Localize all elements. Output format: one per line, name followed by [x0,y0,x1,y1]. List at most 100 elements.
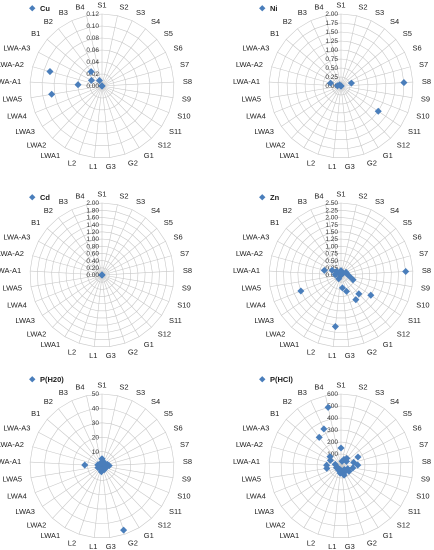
category-label: LWA-A1 [233,266,260,275]
grid-spoke [291,85,342,139]
grid-spoke [340,85,365,155]
grid-spoke [303,274,342,337]
grid-ring [297,231,385,319]
data-point [342,287,351,295]
tick-label: 1.00 [325,243,338,250]
data-point [326,453,334,461]
grid-spoke [101,395,118,467]
legend-marker [259,194,266,201]
grid-spoke [271,255,342,276]
tick-label: 0.10 [86,23,99,30]
grid-spoke [340,241,405,276]
category-label: S2 [119,2,128,11]
grid-spoke [30,461,103,467]
tick-label: 0.00 [86,83,99,90]
grid-spoke [340,85,413,98]
tick-label: 2.00 [325,11,338,18]
grid-spoke [101,85,162,127]
grid-spoke [297,217,342,276]
category-label: S10 [416,300,429,309]
grid-spoke [101,85,126,155]
category-label: G3 [345,162,355,171]
category-label: LWA-A2 [0,249,24,258]
grid-ring [331,76,351,96]
grid-spoke [101,274,152,328]
category-label: S4 [151,397,160,406]
category-label: LWA-A2 [236,60,263,69]
category-label: LWA5 [2,95,22,104]
grid-spoke [317,85,342,155]
category-label: L1 [89,542,97,550]
category-label: L2 [307,538,315,547]
category-label: S7 [419,249,428,258]
grid-spoke [325,204,342,276]
grid-ring [65,238,139,312]
grid-spoke [340,217,385,276]
legend-marker [29,194,36,201]
category-label: G1 [144,531,154,540]
tick-label: 30 [92,420,100,427]
grid-spoke [101,465,174,478]
grid-ring [65,49,139,123]
category-label: L2 [68,538,76,547]
tick-label: 1.25 [325,236,338,243]
grid-ring [280,405,402,526]
grid-spoke [281,465,342,507]
grid-ring [290,224,392,326]
category-label: L1 [89,162,97,171]
category-label: LWA-A2 [236,249,263,258]
grid-spoke [30,270,103,276]
category-label: B4 [75,2,84,11]
data-point [324,403,332,411]
grid-spoke [78,85,103,155]
category-label: S7 [419,440,428,449]
category-label: S9 [421,95,430,104]
category-label: S2 [119,191,128,200]
category-label: LWA-A2 [0,60,24,69]
category-label: B3 [59,388,68,397]
category-label: S7 [419,60,428,69]
category-label: LWA1 [41,531,61,540]
grid-ring [295,40,387,132]
grid-spoke [101,432,166,467]
grid-spoke [58,217,103,276]
category-label: G2 [367,347,377,356]
category-label: B4 [314,2,323,11]
data-point [338,284,346,292]
grid-spoke [46,419,103,467]
data-point [342,457,351,465]
category-label: G3 [106,162,116,171]
grid-ring [283,217,399,333]
category-label: S1 [97,190,106,199]
grid-spoke [340,274,391,328]
data-point [337,444,345,452]
category-label: G1 [144,151,154,160]
category-label: LWA3 [15,507,35,516]
category-label: LWA1 [280,151,300,160]
grid-spoke [310,400,342,467]
data-point [337,82,345,90]
category-label: G1 [144,340,154,349]
grid-spoke [78,274,103,344]
grid-spoke [340,432,405,467]
grid-spoke [86,395,103,467]
category-label: L1 [328,542,336,550]
category-label: G3 [106,542,116,550]
data-point [74,81,82,89]
grid-spoke [101,28,146,87]
grid-spoke [34,465,103,493]
grid-spoke [30,81,103,87]
grid-spoke [340,465,350,538]
grid-spoke [340,85,379,148]
tick-label: 10 [92,449,100,456]
category-label: LWA4 [7,491,27,500]
category-label: S5 [164,218,173,227]
grid-spoke [93,85,103,158]
data-point [331,460,339,468]
category-label: LWA-A3 [3,233,30,242]
data-point [355,290,363,298]
grid-ring [51,224,153,326]
grid-spoke [101,270,174,276]
category-label: S9 [421,475,430,484]
